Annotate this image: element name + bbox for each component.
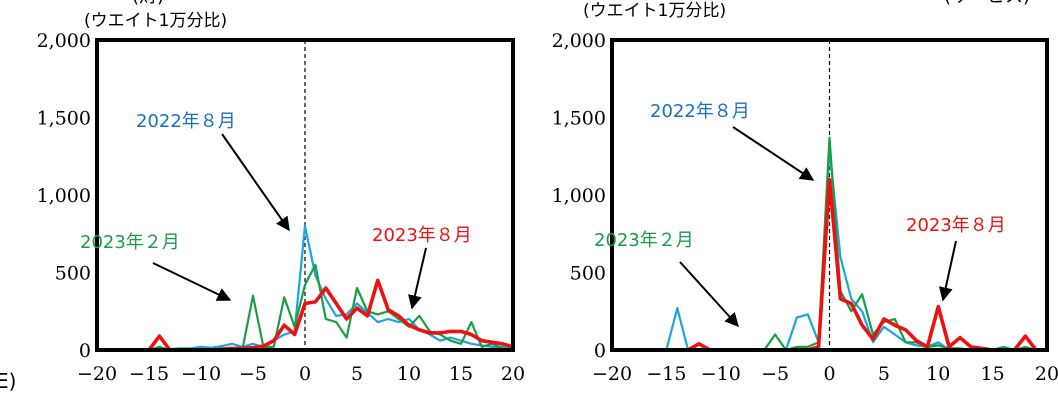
x-tick-label: 15 (449, 363, 473, 385)
annotation-arrow (408, 247, 427, 310)
x-tick-label: −5 (761, 363, 789, 385)
annotation-label: 2023年２月 (594, 230, 694, 251)
y-tick-label: 0 (79, 340, 91, 362)
plot-frame (610, 38, 1049, 352)
x-tick-label: −15 (129, 363, 169, 385)
x-tick-label: 0 (823, 363, 835, 385)
annotation-arrow (938, 240, 957, 302)
chart-panel-2: (サービス) (ウエイト1万分比) 0 500 1,000 1,500 2,000 −20 −1… (552, 0, 1058, 385)
y-tick-label: 500 (55, 263, 91, 285)
annotation-label: 2023年８月 (372, 225, 472, 246)
y-unit-label: (ウエイト1万分比) (84, 11, 227, 31)
annotation-arrow (221, 133, 290, 232)
annotation-arrow (732, 126, 815, 181)
plot-frame (95, 38, 515, 352)
y-tick-label: 0 (594, 340, 606, 362)
y-tick-label: 2,000 (37, 30, 91, 52)
x-tick-label: 20 (501, 363, 525, 385)
x-tick-label: 0 (299, 363, 311, 385)
x-tick-label: 5 (351, 363, 363, 385)
x-tick-label: −20 (77, 363, 117, 385)
x-tick-label: −10 (701, 363, 741, 385)
annotation-label: 2022年８月 (136, 111, 236, 132)
x-tick-label: 5 (878, 363, 890, 385)
x-tick-label: −10 (181, 363, 221, 385)
annotation-arrow (679, 261, 739, 328)
chart-title-fragment: (財) (132, 0, 164, 7)
annotation-arrow (152, 262, 232, 301)
y-tick-label: 1,500 (552, 108, 606, 130)
x-tick-label: 10 (397, 363, 421, 385)
y-tick-label: 1,000 (37, 185, 91, 207)
x-tick-label: 10 (926, 363, 950, 385)
y-tick-label: 2,000 (552, 30, 606, 52)
annotation-label: 2023年８月 (906, 215, 1006, 236)
x-tick-label: 20 (1035, 363, 1058, 385)
x-tick-label: 15 (981, 363, 1005, 385)
series-line-3 (97, 278, 514, 352)
annotation-label: 2022年８月 (650, 101, 750, 122)
y-tick-label: 1,500 (37, 108, 91, 130)
chart-title-fragment: (サービス) (944, 0, 1030, 7)
y-tick-label: 1,000 (552, 185, 606, 207)
y-tick-label: 500 (570, 263, 606, 285)
x-tick-label: −15 (646, 363, 686, 385)
annotation-label: 2023年２月 (80, 232, 180, 253)
edge-label: E) (0, 369, 16, 393)
y-unit-label: (ウエイト1万分比) (583, 1, 726, 21)
x-tick-label: −20 (592, 363, 632, 385)
chart-panel-1: (財) (ウエイト1万分比) 0 500 1,000 1,500 2,000 −20 −15 −1… (37, 0, 526, 385)
x-tick-label: −5 (239, 363, 267, 385)
